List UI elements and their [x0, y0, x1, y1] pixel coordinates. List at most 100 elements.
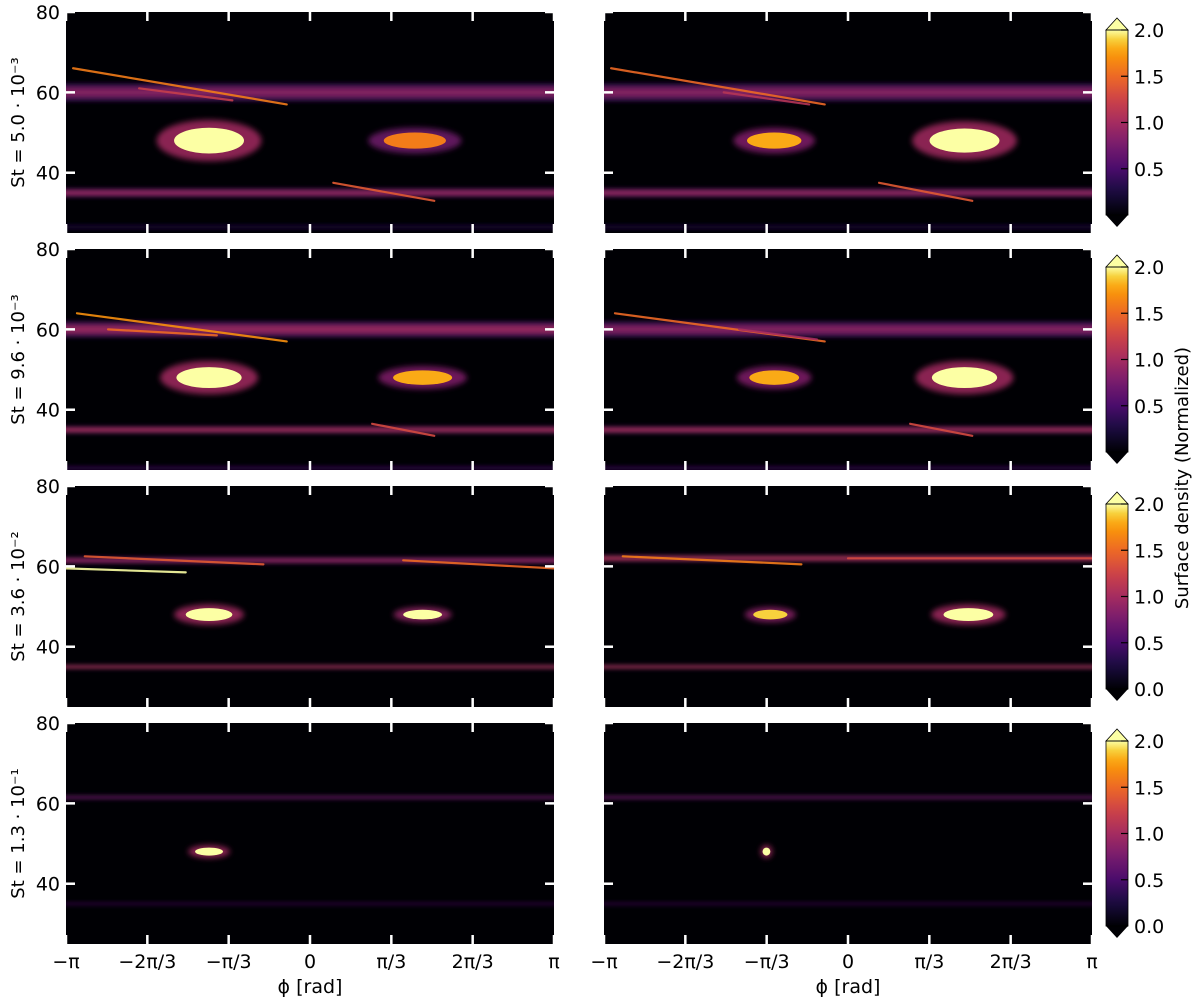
colorbar-r3: 0.0 0.5 1.0 1.5 2.0: [1105, 491, 1164, 701]
density-ring: [66, 902, 554, 905]
colorbar-tick-label: 2.0: [1134, 731, 1164, 753]
y-tick-label: 40: [36, 874, 60, 896]
row-label: St = 9.6 · 10⁻³: [8, 294, 29, 424]
x-tick-label: 0: [842, 951, 854, 973]
y-tick-label: 40: [36, 637, 60, 659]
row-label: St = 3.6 · 10⁻²: [8, 531, 29, 661]
colorbar-tick-label: 0.0: [1134, 916, 1164, 938]
density-ring: [604, 426, 1092, 434]
colorbar-max-extend: [1105, 254, 1129, 268]
density-streak: [610, 67, 826, 106]
colorbar-min-extend: [1106, 452, 1128, 464]
colorbar-tick-label: 2.0: [1134, 494, 1164, 516]
x-tick-label: −π: [52, 951, 79, 973]
panel-background: [66, 486, 554, 707]
colorbar-tick-label: 0.5: [1134, 159, 1164, 181]
colorbar-tick-label: 1.0: [1134, 113, 1164, 135]
density-streak: [722, 91, 811, 106]
colorbar-tick-label: 1.0: [1134, 587, 1164, 609]
density-streak: [909, 422, 974, 437]
panel-r3-c2: [602, 484, 1094, 707]
panel-r2-c1: 40 60 80 St = 9.6 · 10⁻³: [8, 239, 556, 470]
x-tick-label: π/3: [914, 951, 944, 973]
colorbar-min-extend: [1106, 926, 1128, 938]
dust-clump: [749, 370, 800, 385]
density-ring: [66, 321, 554, 338]
x-tick-label: 2π/3: [990, 951, 1032, 973]
colorbar-tick-label: 2.0: [1134, 257, 1164, 279]
y-tick-label: 80: [36, 476, 60, 498]
density-ring: [66, 83, 554, 102]
colorbar-tick-label: 1.5: [1134, 540, 1164, 562]
density-streak: [371, 422, 436, 437]
colorbar-min-extend: [1106, 689, 1128, 701]
colorbar-tick-label: 1.5: [1134, 66, 1164, 88]
y-tick-label: 80: [36, 2, 60, 24]
density-streak: [75, 312, 288, 343]
y-tick-label: 60: [36, 556, 60, 578]
colorbar-max-extend: [1105, 17, 1129, 31]
panel-background: [66, 723, 554, 944]
panel-r3-c1: 40 60 80 St = 3.6 · 10⁻²: [8, 476, 556, 707]
colorbar-r2: 0.5 1.0 1.5 2.0: [1105, 254, 1164, 464]
x-tick-label: π/3: [376, 951, 406, 973]
row-label: St = 1.3 · 10⁻¹: [8, 768, 29, 898]
density-ring: [66, 795, 554, 800]
y-tick-label: 60: [36, 319, 60, 341]
panel-r2-c2: [602, 247, 1094, 470]
density-ring: [604, 321, 1092, 338]
density-ring: [66, 557, 554, 564]
panel-r1-c2: [602, 10, 1094, 233]
density-streak: [72, 67, 288, 106]
colorbar-tick-label: 2.0: [1134, 20, 1164, 42]
x-tick-label: −2π/3: [656, 951, 714, 973]
x-tick-label: 2π/3: [452, 951, 494, 973]
colorbar-tick-label: 0.5: [1134, 633, 1164, 655]
panel-background: [604, 723, 1092, 944]
x-tick-label: π: [548, 951, 559, 973]
colorbar-r1: 0.5 1.0 1.5 2.0: [1105, 17, 1164, 227]
dust-clump: [753, 609, 788, 620]
density-streak: [332, 181, 436, 202]
panel-r1-c1: 40 60 80 St = 5.0 · 10⁻³: [8, 2, 556, 233]
colorbar-r4: 0.0 0.5 1.0 1.5 2.0: [1105, 728, 1164, 938]
panel-background: [604, 486, 1092, 707]
dust-clump: [943, 608, 994, 622]
x-axis-label: ϕ [rad]: [278, 976, 343, 998]
colorbar-max-extend: [1105, 491, 1129, 505]
dust-clump: [383, 132, 446, 149]
x-axis-label: ϕ [rad]: [816, 976, 881, 998]
panel-background: [604, 249, 1092, 470]
dust-clump: [403, 609, 443, 620]
density-streak: [66, 567, 187, 574]
density-streak: [83, 555, 265, 566]
colorbar-tick-label: 1.5: [1134, 777, 1164, 799]
panel-background: [66, 12, 554, 233]
dust-clump: [931, 367, 998, 389]
y-tick-label: 40: [36, 163, 60, 185]
density-ring: [66, 188, 554, 198]
panel-r4-c1: 40 60 80 St = 1.3 · 10⁻¹: [8, 713, 556, 944]
x-tick-label: −2π/3: [118, 951, 176, 973]
colorbar-min-extend: [1106, 215, 1128, 227]
x-tick-label: −π/3: [744, 951, 790, 973]
panel-background: [66, 249, 554, 470]
colorbar-tick-label: 1.5: [1134, 303, 1164, 325]
density-ring: [604, 664, 1092, 669]
colorbar-label: Surface density (Normalized): [1172, 347, 1193, 609]
density-ring: [604, 795, 1092, 800]
dust-clump: [174, 127, 244, 154]
y-tick-label: 40: [36, 400, 60, 422]
density-streak: [621, 555, 803, 566]
y-tick-label: 80: [36, 239, 60, 261]
density-streak: [877, 181, 974, 202]
colorbar-tick-label: 0.5: [1134, 396, 1164, 418]
colorbar-max-extend: [1105, 728, 1129, 742]
colorbar-tick-label: 1.0: [1134, 350, 1164, 372]
dust-clump: [393, 370, 453, 385]
dust-clump: [195, 847, 224, 856]
x-tick-label: −π/3: [206, 951, 252, 973]
dust-clump: [747, 132, 802, 149]
density-ring: [66, 426, 554, 434]
